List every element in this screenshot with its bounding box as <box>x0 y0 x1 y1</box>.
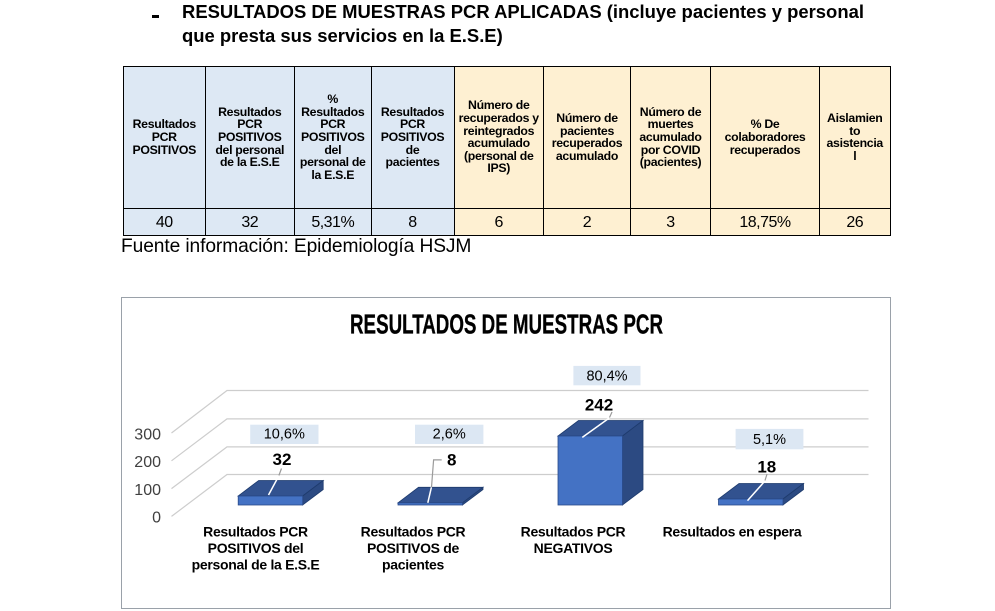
svg-text:0: 0 <box>152 510 161 527</box>
svg-text:242: 242 <box>585 396 613 415</box>
svg-text:POSITIVOS de: POSITIVOS de <box>367 540 460 556</box>
svg-text:18: 18 <box>757 458 776 477</box>
svg-text:5,1%: 5,1% <box>753 432 786 448</box>
svg-text:32: 32 <box>273 450 292 469</box>
svg-text:personal de la E.S.E: personal de la E.S.E <box>192 557 320 573</box>
svg-text:Resultados en espera: Resultados en espera <box>663 524 802 540</box>
svg-text:8: 8 <box>447 451 456 470</box>
svg-text:RESULTADOS DE MUESTRAS PCR: RESULTADOS DE MUESTRAS PCR <box>350 309 663 341</box>
svg-text:Resultados PCR: Resultados PCR <box>203 524 308 540</box>
svg-text:300: 300 <box>134 426 161 443</box>
svg-text:80,4%: 80,4% <box>586 369 627 385</box>
svg-text:200: 200 <box>134 454 161 471</box>
svg-text:NEGATIVOS: NEGATIVOS <box>534 540 613 556</box>
svg-text:pacientes: pacientes <box>382 557 444 573</box>
svg-text:10,6%: 10,6% <box>264 427 305 443</box>
svg-text:POSITIVOS del: POSITIVOS del <box>208 540 304 556</box>
svg-text:Resultados PCR: Resultados PCR <box>521 524 626 540</box>
svg-text:2,6%: 2,6% <box>433 427 466 443</box>
svg-text:100: 100 <box>134 482 161 499</box>
svg-text:Resultados PCR: Resultados PCR <box>361 524 466 540</box>
